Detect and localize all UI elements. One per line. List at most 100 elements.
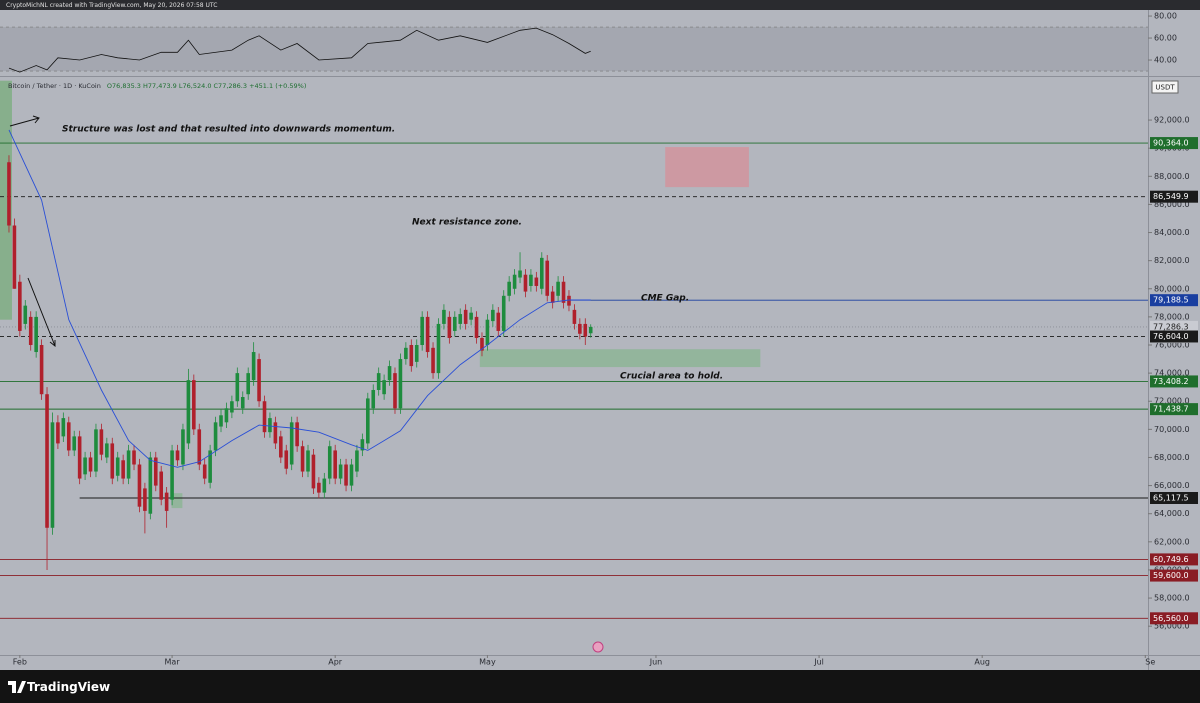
candle-body — [126, 450, 131, 479]
candle-body — [360, 439, 365, 451]
y-tick-label: 64,000.0 — [1154, 509, 1190, 518]
candle-body — [376, 373, 381, 390]
level-label: 86,549.9 — [1153, 192, 1189, 201]
ohlc-label: O76,835.3 H77,473.9 L76,524.0 C77,286.3 … — [107, 82, 307, 90]
candle-body — [284, 450, 289, 469]
y-tick-label: 78,000.0 — [1154, 312, 1190, 321]
y-tick-label: 76,000.0 — [1154, 341, 1190, 350]
candle-body — [436, 323, 441, 374]
brand-logo — [8, 681, 26, 693]
y-tick-label: 72,000.0 — [1154, 397, 1190, 406]
x-tick-label: May — [479, 658, 496, 667]
candle-body — [197, 429, 202, 465]
candle-body — [88, 457, 93, 472]
candle-body — [219, 415, 223, 427]
candle-body — [273, 422, 278, 444]
level-label-box — [1150, 403, 1198, 416]
level-label-box — [1150, 612, 1198, 625]
candle-body — [404, 347, 408, 360]
candle-body — [295, 422, 299, 447]
candle-body — [235, 373, 240, 402]
candle-body — [56, 422, 60, 444]
candle-body — [496, 312, 501, 331]
candle-body — [83, 457, 87, 475]
candle-body — [153, 457, 158, 486]
candle-body — [300, 446, 305, 472]
candle-body — [170, 450, 174, 500]
header-bar — [0, 0, 1200, 10]
candle-body — [355, 450, 359, 472]
candle-body — [230, 401, 234, 413]
candle-body — [469, 312, 473, 320]
candle-body — [371, 389, 376, 409]
candle-body — [137, 464, 142, 507]
candle-body — [344, 464, 348, 486]
candle-body — [175, 450, 180, 461]
candle-body — [491, 309, 495, 322]
candle-body — [338, 464, 343, 479]
annotation: Next resistance zone. — [412, 218, 522, 228]
candle-body — [539, 257, 544, 289]
candle-body — [66, 422, 71, 451]
candle-body — [420, 316, 424, 346]
level-label: 56,560.0 — [1153, 614, 1189, 623]
symbol-label: Bitcoin / Tether · 1D · KuCoin — [8, 82, 101, 90]
candle-body — [143, 488, 147, 511]
candle-body — [463, 309, 468, 324]
level-label-box — [1150, 294, 1198, 307]
candle-body — [208, 450, 212, 483]
candle-body — [534, 277, 539, 286]
candle-body — [186, 380, 191, 444]
x-tick-label: Jul — [813, 658, 824, 667]
candle-body — [485, 319, 490, 346]
level-label-box — [1150, 330, 1198, 343]
rsi-tick-label: 40.00 — [1154, 56, 1177, 65]
currency-label: USDT — [1155, 84, 1175, 92]
x-tick-label: Feb — [13, 658, 27, 667]
rsi-pane — [0, 26, 1148, 73]
candle-body — [561, 281, 566, 303]
level-label-box — [1150, 190, 1198, 203]
level-label: 59,600.0 — [1153, 571, 1189, 580]
ma-line — [8, 129, 591, 468]
candle-body — [306, 450, 310, 472]
candle-body — [72, 436, 77, 451]
y-tick-label: 84,000.0 — [1154, 228, 1190, 237]
y-tick-label: 92,000.0 — [1154, 116, 1190, 125]
candle-body — [99, 429, 104, 455]
candle-body — [474, 316, 479, 338]
candle-body — [164, 492, 169, 511]
candle-body — [289, 422, 294, 465]
level-label: 73,408.2 — [1153, 377, 1189, 386]
candle-body — [246, 373, 250, 395]
level-label: 65,117.5 — [1153, 493, 1189, 502]
y-tick-label: 68,000.0 — [1154, 453, 1190, 462]
candle-body — [213, 422, 218, 451]
brand-name: TradingView — [27, 680, 110, 694]
rsi-tick-label: 80.00 — [1154, 12, 1177, 21]
annotation: Crucial area to hold. — [620, 372, 723, 382]
candle-body — [121, 460, 125, 479]
candle-body — [192, 380, 196, 430]
level-label-box — [1150, 553, 1198, 566]
candle-body — [431, 347, 435, 374]
candle-body — [583, 323, 588, 337]
candle-body — [148, 457, 153, 514]
annotation: CME Gap. — [641, 294, 689, 304]
zone — [171, 493, 183, 509]
rsi-tick-label: 60.00 — [1154, 34, 1177, 43]
event-icon — [592, 641, 604, 653]
candle-body — [115, 457, 120, 476]
annotation: Structure was lost and that resulted int… — [62, 125, 395, 135]
candle-body — [311, 454, 316, 489]
candle-body — [409, 345, 414, 367]
candle-body — [322, 478, 327, 493]
candle-body — [480, 337, 484, 351]
y-tick-label: 70,000.0 — [1154, 425, 1190, 434]
candle-body — [28, 316, 33, 346]
main-pane — [0, 80, 1148, 619]
annotations: Structure was lost and that resulted int… — [9, 115, 723, 653]
y-tick-label: 86,000.0 — [1154, 200, 1190, 209]
candle-body — [387, 366, 392, 381]
